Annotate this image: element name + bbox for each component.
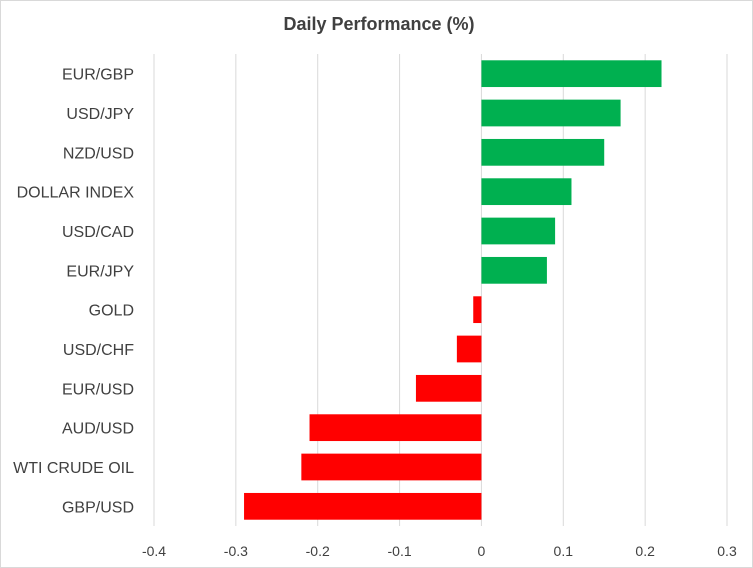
bar-5 bbox=[481, 256, 547, 284]
category-label-10: WTI CRUDE OIL bbox=[13, 460, 134, 477]
category-label-2: NZD/USD bbox=[63, 145, 134, 162]
category-label-11: GBP/USD bbox=[62, 499, 134, 516]
category-label-1: USD/JPY bbox=[66, 106, 134, 123]
x-tick-label-4: 0 bbox=[478, 543, 486, 559]
category-label-9: AUD/USD bbox=[62, 421, 134, 438]
x-tick-label-6: 0.2 bbox=[635, 543, 655, 559]
bar-7 bbox=[456, 335, 482, 363]
category-label-6: GOLD bbox=[89, 303, 134, 320]
bar-4 bbox=[481, 217, 556, 245]
category-label-3: DOLLAR INDEX bbox=[17, 185, 135, 202]
category-label-5: EUR/JPY bbox=[66, 263, 134, 280]
bar-9 bbox=[309, 414, 482, 442]
x-tick-label-0: -0.4 bbox=[142, 543, 166, 559]
bar-8 bbox=[415, 374, 482, 402]
bar-3 bbox=[481, 178, 572, 206]
category-label-8: EUR/USD bbox=[62, 381, 134, 398]
bar-11 bbox=[244, 492, 482, 520]
bars bbox=[244, 60, 662, 520]
x-tick-label-5: 0.1 bbox=[554, 543, 574, 559]
category-label-0: EUR/GBP bbox=[62, 67, 134, 84]
gridlines bbox=[153, 54, 728, 526]
x-tick-label-2: -0.2 bbox=[306, 543, 330, 559]
category-label-4: USD/CAD bbox=[62, 224, 134, 241]
x-tick-label-1: -0.3 bbox=[224, 543, 248, 559]
bar-0 bbox=[481, 60, 662, 88]
bar-2 bbox=[481, 138, 605, 166]
category-label-7: USD/CHF bbox=[63, 342, 134, 359]
category-labels: EUR/GBP USD/JPY NZD/USD DOLLAR INDEX USD/CAD… bbox=[13, 67, 134, 517]
bar-1 bbox=[481, 99, 621, 127]
chart-title: Daily Performance (%) bbox=[283, 14, 474, 34]
bar-10 bbox=[301, 453, 482, 481]
x-tick-label-7: 0.3 bbox=[717, 543, 737, 559]
bar-6 bbox=[473, 296, 482, 324]
x-axis: -0.4 -0.3 -0.2 -0.1 0 0.1 0.2 0.3 bbox=[142, 543, 737, 559]
x-tick-label-3: -0.1 bbox=[388, 543, 412, 559]
